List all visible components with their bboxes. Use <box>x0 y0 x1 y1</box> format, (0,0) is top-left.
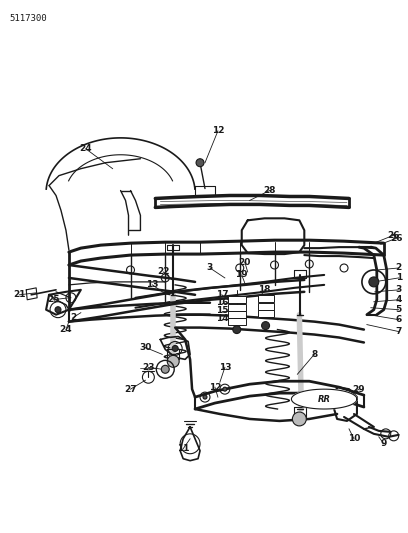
FancyBboxPatch shape <box>228 304 246 311</box>
Circle shape <box>262 321 270 329</box>
Circle shape <box>196 159 204 167</box>
Text: 28: 28 <box>263 186 276 195</box>
Text: 13: 13 <box>146 280 159 289</box>
Text: 30: 30 <box>139 343 152 352</box>
Circle shape <box>167 356 179 367</box>
FancyBboxPatch shape <box>257 303 273 310</box>
Circle shape <box>203 395 207 399</box>
Text: 14: 14 <box>215 314 228 323</box>
Text: 10: 10 <box>348 434 360 443</box>
Circle shape <box>172 345 178 351</box>
Text: 12: 12 <box>212 126 224 135</box>
Text: 22: 22 <box>157 268 170 277</box>
FancyBboxPatch shape <box>228 296 246 303</box>
Text: 5: 5 <box>395 305 402 314</box>
Text: 8: 8 <box>311 350 317 359</box>
Text: 6: 6 <box>395 315 402 324</box>
Text: 15: 15 <box>215 306 228 315</box>
FancyBboxPatch shape <box>228 318 246 325</box>
Circle shape <box>233 326 241 334</box>
Text: 27: 27 <box>124 385 137 394</box>
Circle shape <box>293 412 306 426</box>
Text: 24: 24 <box>60 325 72 334</box>
Text: 24: 24 <box>80 144 92 154</box>
Text: 11: 11 <box>177 444 189 453</box>
Text: 29: 29 <box>353 385 365 394</box>
Text: 26: 26 <box>388 231 400 240</box>
Text: 19: 19 <box>235 270 248 279</box>
Circle shape <box>223 387 227 391</box>
Text: 5117300: 5117300 <box>9 14 47 23</box>
Text: 9: 9 <box>381 439 387 448</box>
Circle shape <box>161 365 169 373</box>
Text: 1: 1 <box>395 273 402 282</box>
Text: 16: 16 <box>215 298 228 307</box>
Text: 3: 3 <box>395 285 402 294</box>
Text: 23: 23 <box>142 363 155 372</box>
Text: 4: 4 <box>395 295 402 304</box>
Text: 26: 26 <box>390 233 403 243</box>
Text: RR: RR <box>318 394 330 403</box>
Text: 18: 18 <box>258 285 271 294</box>
Text: 3: 3 <box>207 263 213 272</box>
FancyBboxPatch shape <box>257 295 273 302</box>
Text: 12: 12 <box>208 383 221 392</box>
Text: 7: 7 <box>395 327 402 336</box>
Text: 2: 2 <box>395 263 402 272</box>
Circle shape <box>55 306 61 313</box>
Text: 25: 25 <box>47 295 59 304</box>
Text: 2: 2 <box>70 313 76 322</box>
Text: 20: 20 <box>239 257 251 266</box>
FancyBboxPatch shape <box>228 311 246 318</box>
Text: 13: 13 <box>219 363 231 372</box>
FancyBboxPatch shape <box>257 310 273 317</box>
Polygon shape <box>291 389 357 409</box>
Text: 17: 17 <box>215 290 228 300</box>
Text: 21: 21 <box>13 290 26 300</box>
Circle shape <box>369 277 379 287</box>
